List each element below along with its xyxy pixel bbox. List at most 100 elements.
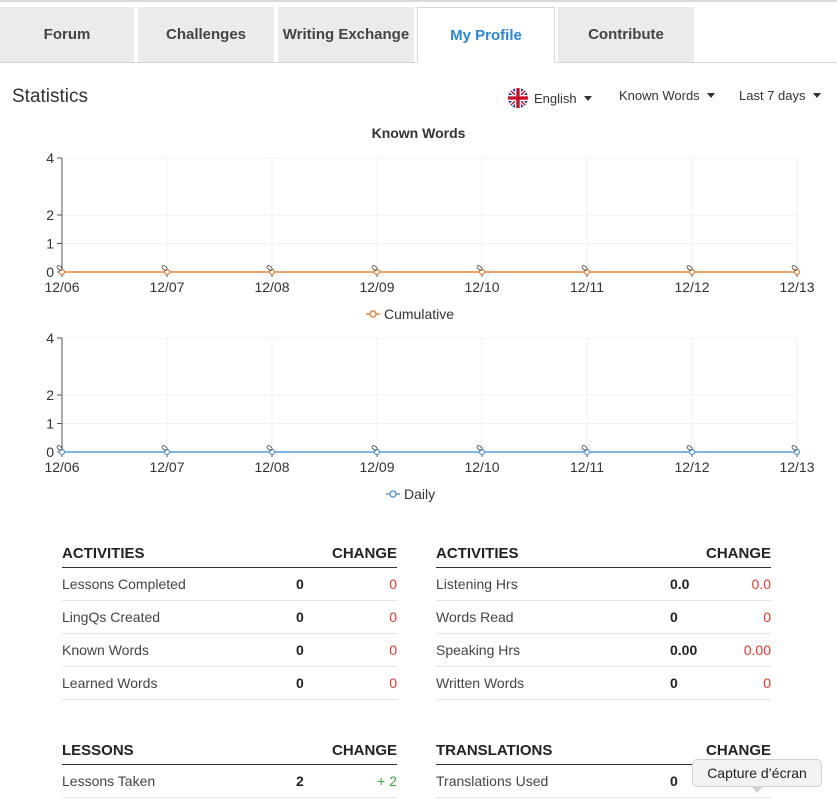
row-label: Learned Words [62, 675, 158, 691]
chevron-down-icon [812, 93, 821, 98]
x-tick-label: 12/12 [674, 459, 709, 475]
table-row: Translations Used 0 [436, 765, 771, 798]
data-label: 0 [789, 263, 800, 273]
row-value: 2 [296, 773, 304, 789]
chevron-down-icon [583, 95, 592, 101]
data-point [373, 448, 381, 456]
row-label: LingQs Created [62, 609, 161, 625]
tab-writing-exchange[interactable]: Writing Exchange [278, 7, 414, 62]
metric-dropdown[interactable]: Known Words [619, 88, 715, 103]
period-dropdown[interactable]: Last 7 days [739, 88, 821, 103]
language-dropdown-label: English [534, 90, 577, 106]
row-label: Known Words [62, 642, 149, 658]
y-tick-label: 4 [46, 330, 54, 346]
table-row: Known Words 0 0 [62, 634, 397, 667]
cumulative-chart: 0 1 2 4 12/06 12/07 12/08 12/09 12/10 12/11 12/12 1… [44, 150, 814, 295]
chart-title: Known Words [371, 125, 466, 141]
row-change: + 2 [377, 773, 397, 789]
screenshot-tooltip: Capture d’écran [692, 759, 822, 793]
row-label: Written Words [436, 675, 525, 691]
data-point [583, 448, 591, 456]
table-header-change: CHANGE [705, 742, 771, 759]
row-change: 0.0 [751, 576, 771, 592]
x-tick-label: 12/13 [779, 459, 814, 475]
translations-table: TRANSLATIONS CHANGE Translations Used 0 [436, 739, 771, 798]
tab-forum[interactable]: Forum [0, 7, 134, 62]
table-header: LESSONS CHANGE [62, 739, 397, 765]
table-row: Lessons Taken 2 + 2 [62, 765, 397, 798]
tab-my-profile[interactable]: My Profile [417, 7, 555, 63]
top-border [0, 0, 837, 2]
data-label: 0 [159, 263, 170, 273]
data-point [58, 448, 66, 456]
table-row: Lessons Completed 0 0 [62, 568, 397, 601]
data-label: 0 [264, 443, 275, 453]
x-tick-label: 12/13 [779, 279, 814, 295]
y-tick-label: 1 [46, 236, 54, 252]
data-label: 0 [474, 263, 485, 273]
row-value: 0 [296, 642, 304, 658]
table-row: Learned Words 0 0 [62, 667, 397, 700]
table-header-change: CHANGE [331, 545, 397, 562]
row-value: 0 [296, 609, 304, 625]
daily-chart: 0 1 2 4 12/06 12/07 12/08 12/09 12/10 12/11 12/12 1… [44, 330, 814, 475]
table-row: LingQs Created 0 0 [62, 601, 397, 634]
data-label: 0 [579, 443, 590, 453]
activities-table-left: ACTIVITIES CHANGE Lessons Completed 0 0 … [62, 542, 397, 700]
x-tick-label: 12/06 [44, 459, 79, 475]
data-point [58, 268, 66, 276]
data-label: 0 [579, 263, 590, 273]
statistics-title: Statistics [12, 86, 89, 107]
legend-label: Cumulative [384, 306, 455, 322]
table-header-change: CHANGE [705, 545, 771, 562]
legend-daily[interactable]: Daily [386, 486, 435, 502]
y-tick-label: 2 [46, 207, 54, 223]
row-change: 0 [763, 675, 771, 691]
uk-flag-icon [508, 88, 528, 108]
data-point [688, 268, 696, 276]
table-row: Speaking Hrs 0.00 0.00 [436, 634, 771, 667]
tab-bar: Forum Challenges Writing Exchange My Pro… [0, 2, 837, 63]
tab-contribute[interactable]: Contribute [558, 7, 694, 62]
row-label: Lessons Completed [62, 576, 186, 592]
data-label: 0 [54, 443, 65, 453]
table-row: Listening Hrs 0.0 0.0 [436, 568, 771, 601]
row-change: 0 [389, 642, 397, 658]
table-row: Written Words 0 0 [436, 667, 771, 700]
data-point [478, 448, 486, 456]
y-tick-label: 4 [46, 150, 54, 166]
x-tick-label: 12/09 [359, 279, 394, 295]
data-label: 0 [684, 443, 695, 453]
data-label: 0 [684, 263, 695, 273]
row-value: 0 [670, 773, 678, 789]
row-value: 0 [670, 675, 678, 691]
tab-challenges[interactable]: Challenges [138, 7, 274, 62]
legend-cumulative[interactable]: Cumulative [366, 306, 454, 322]
row-label: Words Read [436, 609, 514, 625]
x-tick-label: 12/10 [464, 459, 499, 475]
x-tick-label: 12/06 [44, 279, 79, 295]
activities-table-right: ACTIVITIES CHANGE Listening Hrs 0.0 0.0 … [436, 542, 771, 700]
x-tick-label: 12/11 [570, 459, 604, 475]
data-label: 0 [54, 263, 65, 273]
row-value: 0.00 [670, 642, 698, 658]
table-header-title: TRANSLATIONS [436, 742, 553, 759]
table-header: ACTIVITIES CHANGE [436, 542, 771, 568]
row-value: 0.0 [670, 576, 690, 592]
table-header: TRANSLATIONS CHANGE [436, 739, 771, 765]
data-label: 0 [369, 443, 380, 453]
data-label: 0 [369, 263, 380, 273]
table-header-change: CHANGE [331, 742, 397, 759]
row-change: 0 [763, 609, 771, 625]
data-point [478, 268, 486, 276]
row-label: Speaking Hrs [436, 642, 521, 658]
legend-label: Daily [404, 486, 436, 502]
row-label: Listening Hrs [436, 576, 518, 592]
x-tick-label: 12/09 [359, 459, 394, 475]
x-tick-label: 12/10 [464, 279, 499, 295]
data-point [688, 448, 696, 456]
table-row: Words Read 0 0 [436, 601, 771, 634]
data-label: 0 [264, 263, 275, 273]
data-point [373, 268, 381, 276]
language-dropdown[interactable]: English [508, 88, 592, 108]
